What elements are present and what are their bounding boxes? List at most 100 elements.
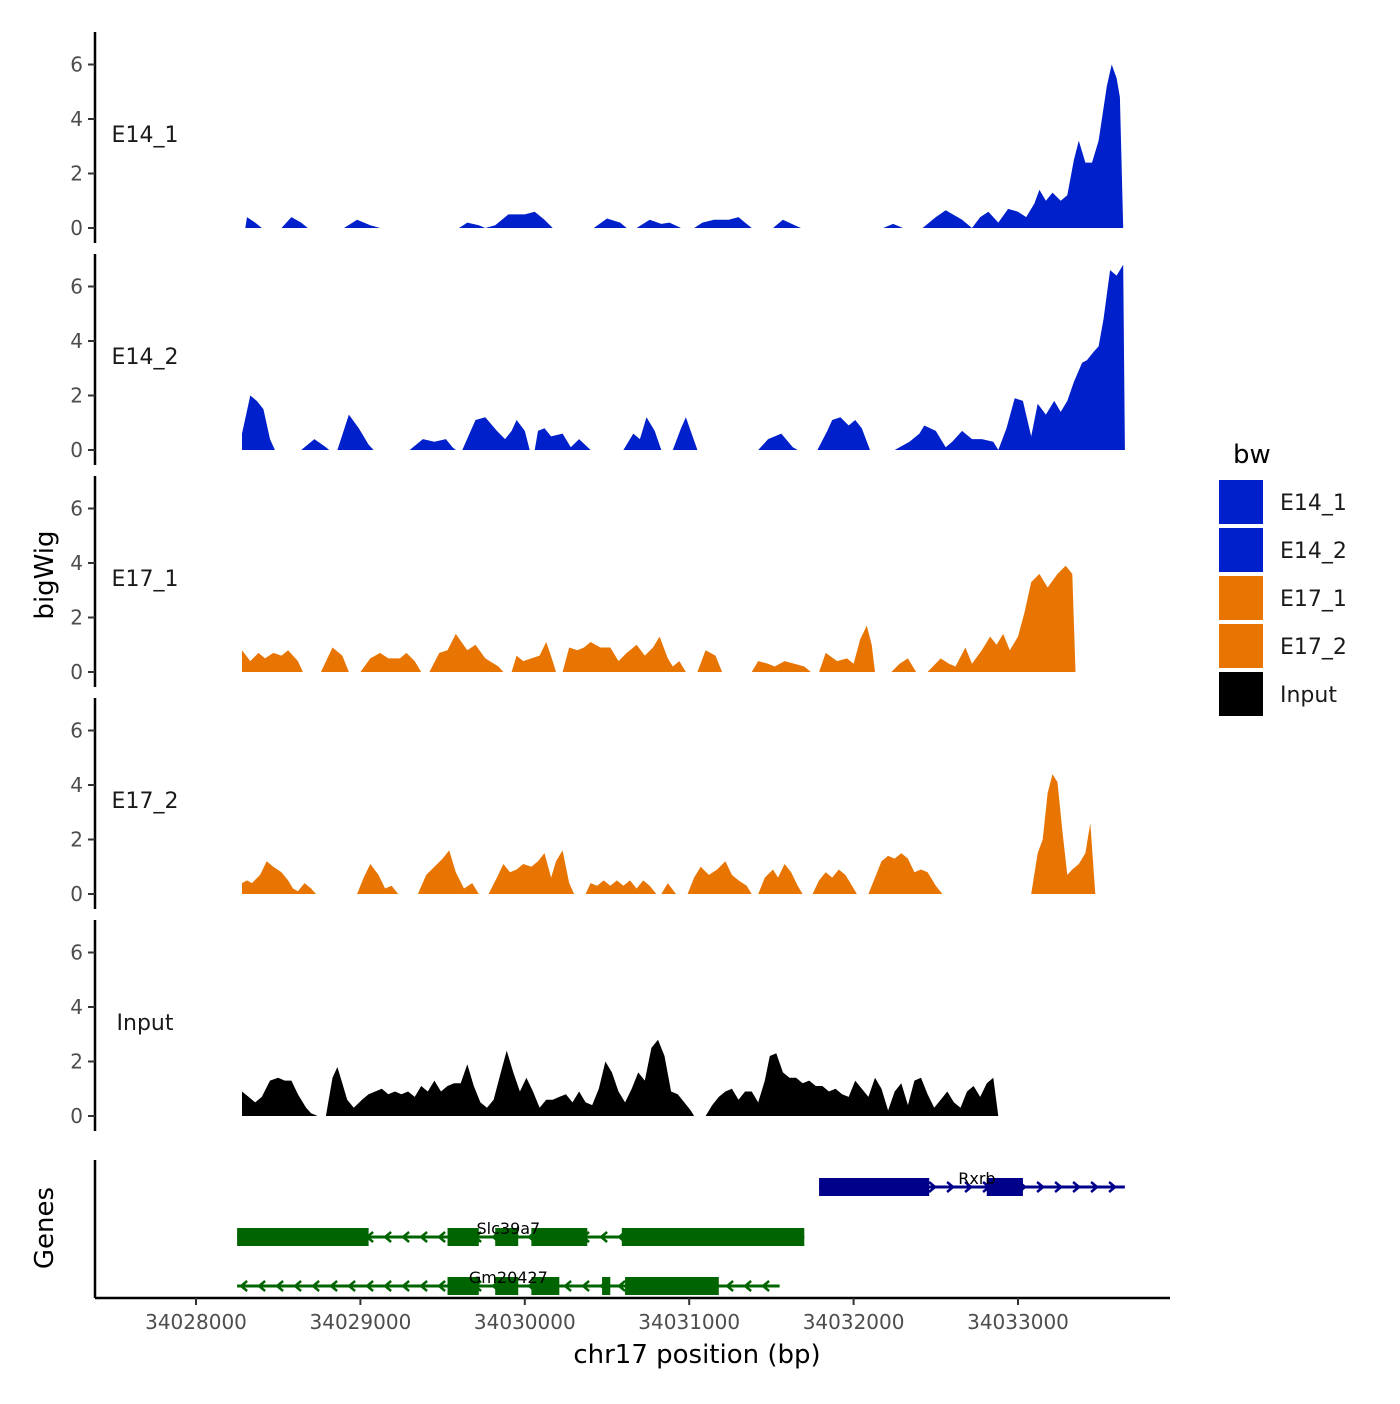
x-tick-label: 34028000 (145, 1310, 247, 1334)
strand-chevron (617, 1280, 626, 1292)
exon-block (237, 1228, 369, 1246)
exon-block (621, 1228, 805, 1246)
x-tick-label: 34029000 (310, 1310, 412, 1334)
y-axis-title: bigWig (30, 530, 60, 619)
y-tick-label: 2 (70, 1050, 83, 1074)
strand-chevron (419, 1231, 428, 1243)
gene-label-Slc39a7: Slc39a7 (476, 1219, 540, 1238)
exon-block (447, 1228, 479, 1246)
strand-chevron (743, 1280, 752, 1292)
track-label-Input: Input (117, 1011, 174, 1036)
exon-block (495, 1277, 519, 1295)
gene-Gm20427: Gm20427 (237, 1268, 780, 1295)
gene-label-Gm20427: Gm20427 (469, 1268, 548, 1287)
y-tick-label: 6 (70, 941, 83, 965)
y-tick-label: 4 (70, 995, 83, 1019)
y-tick-label: 0 (70, 216, 83, 240)
x-axis: 34028000 34029000 34030000 34031000 34032000… (95, 1296, 1170, 1334)
strand-chevron (329, 1280, 338, 1292)
strand-chevron (311, 1280, 320, 1292)
y-tick-label: 6 (70, 53, 83, 77)
track-Input: 0 2 4 6 Input (70, 920, 999, 1131)
exon-block (625, 1277, 719, 1295)
legend: bw E14_1 E14_2 E17_1 E17_2 Input (1219, 440, 1347, 716)
strand-chevron (581, 1280, 590, 1292)
y-tick-label: 4 (70, 551, 83, 575)
y-tick-label: 6 (70, 275, 83, 299)
legend-swatch-Input (1219, 672, 1263, 716)
strand-chevron (946, 1181, 956, 1193)
x-tick-label: 34030000 (474, 1310, 576, 1334)
y-tick-label: 0 (70, 882, 83, 906)
legend-swatch-E17_2 (1219, 624, 1263, 668)
track-E14_2: 0 2 4 6 E14_2 (70, 254, 1125, 465)
strand-chevron (725, 1280, 734, 1292)
strand-chevron (761, 1280, 770, 1292)
y-tick-label: 2 (70, 828, 83, 852)
strand-chevron (563, 1280, 572, 1292)
coverage-area-E17_1 (242, 565, 1076, 672)
strand-chevron (1036, 1181, 1046, 1193)
y-tick-label: 2 (70, 162, 83, 186)
coverage-area-E14_2 (242, 264, 1125, 450)
exon-block (531, 1228, 588, 1246)
gene-Rxrb: Rxrb (819, 1169, 1125, 1196)
y-tick-label: 0 (70, 438, 83, 462)
strand-chevron (1090, 1181, 1100, 1193)
strand-chevron (437, 1231, 446, 1243)
legend-label-E17_2: E17_2 (1280, 635, 1347, 660)
strand-chevron (419, 1280, 428, 1292)
x-axis-title: chr17 position (bp) (573, 1340, 820, 1370)
exon-block (819, 1178, 930, 1196)
strand-chevron (401, 1231, 410, 1243)
y-tick-label: 4 (70, 773, 83, 797)
track-label-E14_2: E14_2 (112, 345, 179, 370)
strand-chevron (293, 1280, 302, 1292)
exon-block (602, 1277, 611, 1295)
strand-chevron (275, 1280, 284, 1292)
strand-chevron (239, 1280, 248, 1292)
legend-swatch-E17_1 (1219, 576, 1263, 620)
track-label-E17_1: E17_1 (112, 567, 179, 592)
x-tick-label: 34032000 (803, 1310, 905, 1334)
gene-Slc39a7: Slc39a7 (237, 1219, 805, 1246)
strand-chevron (401, 1280, 410, 1292)
exon-block (531, 1277, 560, 1295)
strand-chevron (383, 1231, 392, 1243)
x-tick-label: 34033000 (967, 1310, 1069, 1334)
legend-label-E14_1: E14_1 (1280, 491, 1347, 516)
track-E17_1: 0 2 4 6 E17_1 (70, 476, 1076, 687)
track-label-E17_2: E17_2 (112, 789, 179, 814)
strand-chevron (437, 1280, 446, 1292)
legend-label-E17_1: E17_1 (1280, 587, 1347, 612)
y-tick-label: 6 (70, 719, 83, 743)
coverage-area-E17_2 (242, 774, 1096, 894)
legend-title: bw (1233, 440, 1271, 470)
track-label-E14_1: E14_1 (112, 123, 179, 148)
y-tick-label: 0 (70, 660, 83, 684)
strand-chevron (1072, 1181, 1082, 1193)
y-tick-label: 6 (70, 497, 83, 521)
coverage-area-E14_1 (245, 64, 1124, 228)
track-E17_2: 0 2 4 6 E17_2 (70, 698, 1096, 909)
track-E14_1: 0 2 4 6 E14_1 (70, 32, 1124, 243)
strand-chevron (599, 1231, 608, 1243)
y-tick-label: 4 (70, 107, 83, 131)
gene-label-Rxrb: Rxrb (958, 1169, 995, 1188)
strand-chevron (1054, 1181, 1064, 1193)
strand-chevron (347, 1280, 356, 1292)
strand-chevron (383, 1280, 392, 1292)
legend-swatch-E14_1 (1219, 480, 1263, 524)
legend-label-Input: Input (1280, 683, 1337, 708)
strand-chevron (928, 1181, 938, 1193)
strand-chevron (257, 1280, 266, 1292)
exon-block (986, 1178, 1023, 1196)
coverage-area-Input (242, 1039, 999, 1116)
y-tick-label: 0 (70, 1104, 83, 1128)
exon-block (447, 1277, 479, 1295)
strand-chevron (365, 1280, 374, 1292)
exon-block (495, 1228, 519, 1246)
strand-chevron (1108, 1181, 1118, 1193)
legend-label-E14_2: E14_2 (1280, 539, 1347, 564)
